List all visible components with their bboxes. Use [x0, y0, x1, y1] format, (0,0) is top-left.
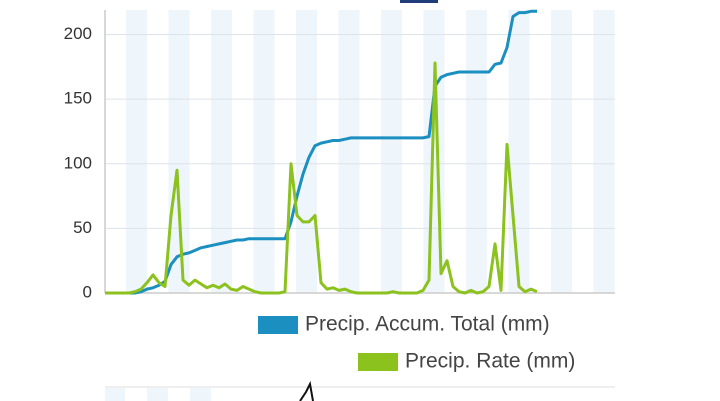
- series-line: [105, 61, 538, 295]
- band: [508, 10, 530, 293]
- y-tick-label: 0: [83, 282, 92, 301]
- band: [296, 10, 317, 293]
- plot-area: 0 50 100 150 200: [64, 9, 615, 301]
- legend-label: Precip. Rate (mm): [405, 350, 575, 373]
- band: [211, 10, 232, 293]
- y-tick-label: 200: [64, 24, 92, 43]
- y-tick-label: 50: [73, 218, 92, 237]
- y-tick-label: 150: [64, 89, 92, 108]
- next-chart-fragment: [105, 380, 615, 401]
- band: [168, 10, 190, 293]
- header-fragment: [400, 0, 438, 3]
- band: [466, 10, 487, 293]
- legend-swatch: [358, 353, 398, 371]
- band: [551, 10, 572, 293]
- legend-label: Precip. Accum. Total (mm): [305, 313, 550, 336]
- band: [338, 10, 360, 293]
- series-line: [105, 9, 537, 295]
- y-tick-label: 100: [64, 153, 92, 172]
- band: [381, 10, 402, 293]
- band: [253, 10, 275, 293]
- band: [126, 10, 147, 293]
- legend-swatch: [258, 316, 298, 334]
- band: [593, 10, 615, 293]
- background-bands: [126, 10, 615, 293]
